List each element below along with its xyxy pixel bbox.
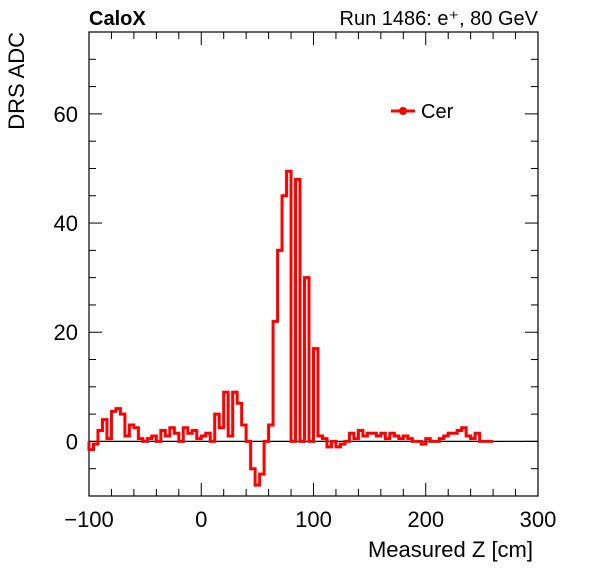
y-tick-label: 20 [54,320,78,345]
axis-tick-labels: −100 0 100 200 300 0 20 40 60 [54,102,557,532]
x-tick-label: 0 [195,507,207,532]
x-tick-label: 300 [520,507,557,532]
legend-marker-cer [399,107,407,115]
series-cer [87,169,494,487]
y-tick-label: 60 [54,102,78,127]
legend-entry-cer: Cer [421,101,454,123]
y-axis-label: DRS ADC [4,32,29,130]
experiment-label: CaloX [89,8,146,30]
y-tick-label: 40 [54,211,78,236]
x-tick-label: 200 [407,507,444,532]
x-tick-label: 100 [295,507,332,532]
y-tick-label: 0 [66,429,78,454]
axis-ticks [88,31,539,497]
run-label: Run 1486: e⁺, 80 GeV [340,8,539,30]
x-axis-label: Measured Z [cm] [368,537,533,562]
legend: Cer [391,101,454,123]
x-tick-label: −100 [64,507,114,532]
series-line-cer [87,169,494,487]
